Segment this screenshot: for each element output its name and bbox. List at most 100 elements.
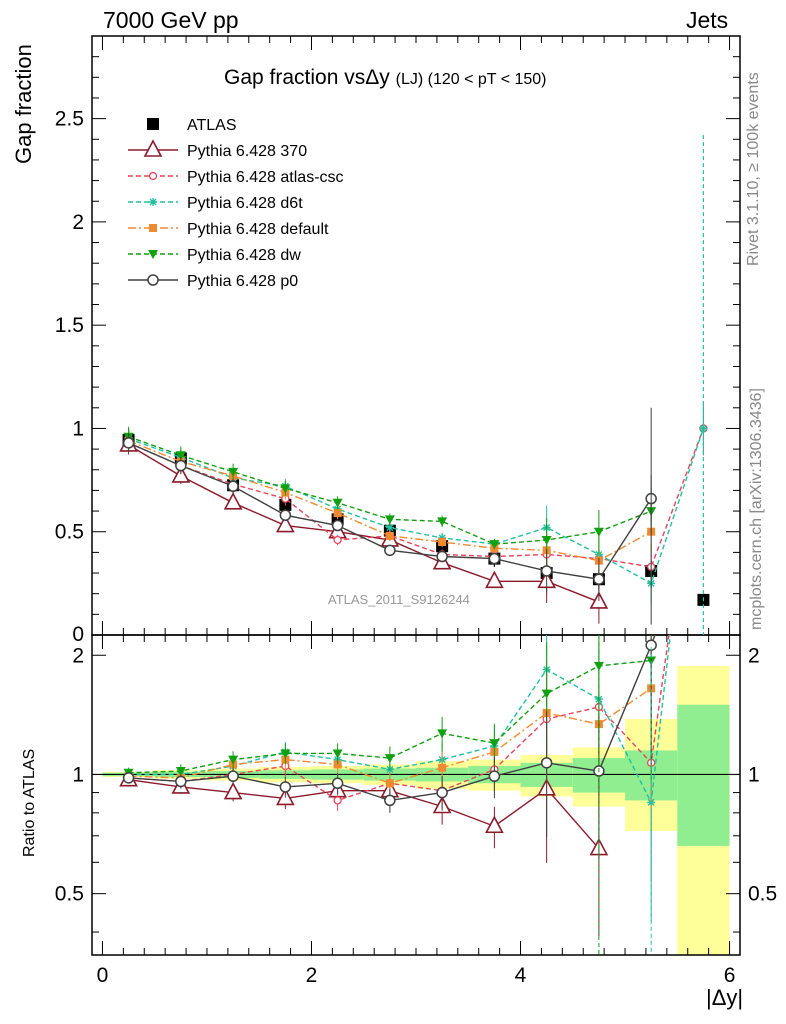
ratio-point-p0-shape xyxy=(227,770,239,782)
legend-marker-p370-shape xyxy=(143,139,163,157)
ratio-point-dw-shape xyxy=(175,767,186,777)
series-ATLAS xyxy=(122,429,710,606)
legend-label-default: Pythia 6.428 default xyxy=(187,221,329,238)
ratio-point-dw-shape xyxy=(228,755,239,765)
ratio-point-dw-shape xyxy=(437,729,448,739)
point-p0 xyxy=(331,519,344,532)
point-p370 xyxy=(223,492,243,510)
series-d6t xyxy=(124,401,708,606)
legend-marker-default-shape xyxy=(149,224,157,232)
ratio-point-p0-shape xyxy=(436,786,448,799)
legend-marker-p370 xyxy=(143,139,163,157)
point-p370 xyxy=(276,514,295,533)
point-dw xyxy=(332,498,343,508)
point-p0-shape xyxy=(540,565,553,577)
analysis-watermark: ATLAS_2011_S9126244 xyxy=(328,592,470,607)
ratio-series-p0 xyxy=(122,635,657,859)
legend-label-atlas_csc: Pythia 6.428 atlas-csc xyxy=(187,169,344,186)
ratio-point-p0 xyxy=(279,781,292,793)
ratio-point-dw-shape xyxy=(489,739,500,749)
point-p370-shape xyxy=(485,570,504,589)
ratio-point-dw xyxy=(175,767,186,777)
point-dw xyxy=(228,467,239,477)
ratio-point-dw-shape xyxy=(332,749,343,759)
ratio-point-p0 xyxy=(227,770,239,782)
point-dw-shape xyxy=(175,451,186,461)
ratio-series-atlas_csc xyxy=(124,635,670,883)
lower-y-tick-label-right-0: 0.5 xyxy=(748,883,777,906)
legend-item-p370: Pythia 6.428 370 xyxy=(128,139,307,160)
ratio-point-p0-shape xyxy=(488,770,501,782)
ratio-point-dw xyxy=(489,739,500,749)
ratio-point-default-shape xyxy=(333,760,342,769)
ratio-point-p0 xyxy=(175,775,187,788)
x-axis-label: |Δy| xyxy=(706,985,744,1010)
ratio-line-d6t xyxy=(128,635,672,805)
upper-y-tick-label-0: 0.5 xyxy=(55,521,84,544)
legend-item-p0: Pythia 6.428 p0 xyxy=(128,273,298,290)
series-line-p370 xyxy=(128,444,600,603)
legend-marker-d6t xyxy=(149,198,157,206)
legend-item-dw: Pythia 6.428 dw xyxy=(128,247,301,264)
point-p0 xyxy=(175,459,187,472)
point-p370-shape xyxy=(276,514,295,533)
legend-label-d6t: Pythia 6.428 d6t xyxy=(187,195,303,212)
legend-marker-atlas_csc-shape xyxy=(148,171,158,181)
ratio-point-dw xyxy=(228,755,239,765)
series-line-d6t xyxy=(128,428,705,585)
point-p0-shape xyxy=(331,519,344,532)
series-p0 xyxy=(122,433,657,601)
lower-y-axis-label: Ratio to ATLAS xyxy=(21,748,38,857)
ratio-point-p0-shape xyxy=(540,757,553,769)
upper-y-tick-label-4: 2.5 xyxy=(55,108,84,131)
series-line-atlas_csc xyxy=(128,428,705,568)
point-p0 xyxy=(593,573,605,585)
lower-y-tick-label-right-2: 2 xyxy=(748,644,760,667)
ratio-point-dw xyxy=(437,729,448,739)
ratio-point-dw xyxy=(541,689,552,699)
point-default xyxy=(333,509,342,518)
point-default-shape xyxy=(385,531,394,540)
legend-label-ATLAS: ATLAS xyxy=(187,117,237,134)
point-default xyxy=(438,538,447,547)
upper-y-ticks xyxy=(92,56,740,636)
legend-marker-ATLAS-shape xyxy=(147,118,159,130)
series-atlas_csc xyxy=(124,401,708,589)
point-atlas_csc-shape xyxy=(333,535,342,545)
point-p370 xyxy=(485,570,504,589)
point-p370-shape xyxy=(171,465,191,483)
point-d6t-shape xyxy=(385,523,394,532)
chart-title: Gap fraction vsΔy (LJ) (120 < pT < 150) xyxy=(224,66,547,90)
point-p0 xyxy=(436,550,448,563)
ratio-point-p0-shape xyxy=(175,775,187,788)
point-p0 xyxy=(540,565,553,577)
ratio-line-p0 xyxy=(128,635,656,802)
rivet-version-text: Rivet 3.1.10, ≥ 100k events xyxy=(745,72,762,266)
point-dw xyxy=(541,535,552,545)
ratio-point-dw-shape xyxy=(280,749,291,759)
point-dw-shape xyxy=(384,515,395,525)
x-tick-label-1: 2 xyxy=(306,964,318,987)
ratio-point-atlas_csc xyxy=(333,796,342,805)
ratio-point-p0-shape xyxy=(384,794,396,807)
ratio-point-dw-shape xyxy=(541,689,552,699)
legend-marker-default xyxy=(149,224,157,232)
lower-y-tick-label-0: 0.5 xyxy=(55,883,84,906)
ratio-point-p0 xyxy=(331,777,344,790)
ratio-uncertainty-bands xyxy=(102,665,730,955)
point-dw xyxy=(593,527,604,537)
point-p0-shape xyxy=(436,550,448,563)
band-inner-11 xyxy=(677,704,730,846)
point-dw-shape xyxy=(593,527,604,537)
legend-item-default: Pythia 6.428 default xyxy=(128,221,329,238)
point-p0 xyxy=(488,552,501,565)
point-p0 xyxy=(279,509,292,521)
x-ticks xyxy=(101,36,731,955)
upper-y-tick-label-2: 1.5 xyxy=(55,314,84,337)
point-dw xyxy=(489,540,500,550)
legend-marker-p0 xyxy=(147,274,159,286)
point-dw-shape xyxy=(332,498,343,508)
ratio-point-p370-shape xyxy=(485,815,504,834)
point-p0 xyxy=(122,437,135,449)
lower-y-tick-label-1: 1 xyxy=(72,763,84,786)
